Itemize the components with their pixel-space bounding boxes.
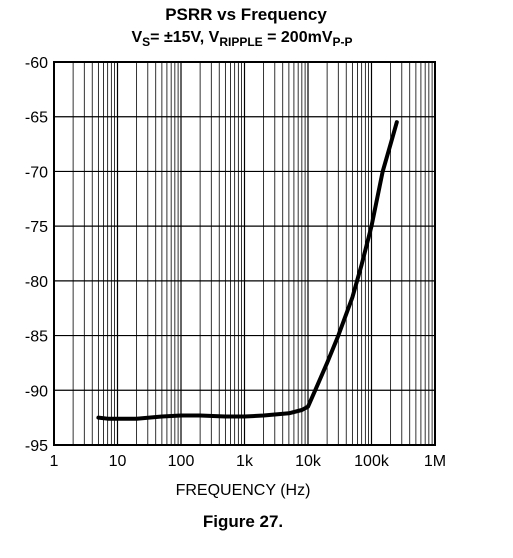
figure-caption: Figure 27. xyxy=(203,512,283,531)
y-tick-label: -85 xyxy=(25,329,48,346)
y-tick-label: -70 xyxy=(25,164,48,181)
psrr-curve xyxy=(96,120,399,421)
x-tick-labels: 1 10 100 1k 10k 100k 1M xyxy=(50,453,447,470)
y-tick-label: -60 xyxy=(25,55,48,72)
minor-gridlines xyxy=(72,62,433,445)
x-tick-label: 1M xyxy=(424,453,446,470)
major-gridlines xyxy=(53,61,436,446)
y-tick-label: -90 xyxy=(25,383,48,400)
y-tick-label: -95 xyxy=(25,438,48,455)
plot-frame xyxy=(53,61,436,446)
y-tick-label: -80 xyxy=(25,274,48,291)
x-tick-label: 100 xyxy=(168,453,195,470)
chart-title: PSRR vs Frequency xyxy=(165,5,327,24)
y-tick-label: -75 xyxy=(25,219,48,236)
x-tick-label: 10k xyxy=(295,453,322,470)
y-tick-label: -65 xyxy=(25,110,48,127)
x-tick-label: 1k xyxy=(236,453,254,470)
chart-subtitle: VS= ±15V, VRIPPLE = 200mVP-P xyxy=(131,29,352,49)
x-tick-label: 100k xyxy=(354,453,390,470)
x-tick-label: 10 xyxy=(109,453,127,470)
y-tick-labels: -60 -65 -70 -75 -80 -85 -90 -95 xyxy=(25,55,48,455)
x-axis-label: FREQUENCY (Hz) xyxy=(176,482,311,499)
x-tick-label: 1 xyxy=(50,453,59,470)
